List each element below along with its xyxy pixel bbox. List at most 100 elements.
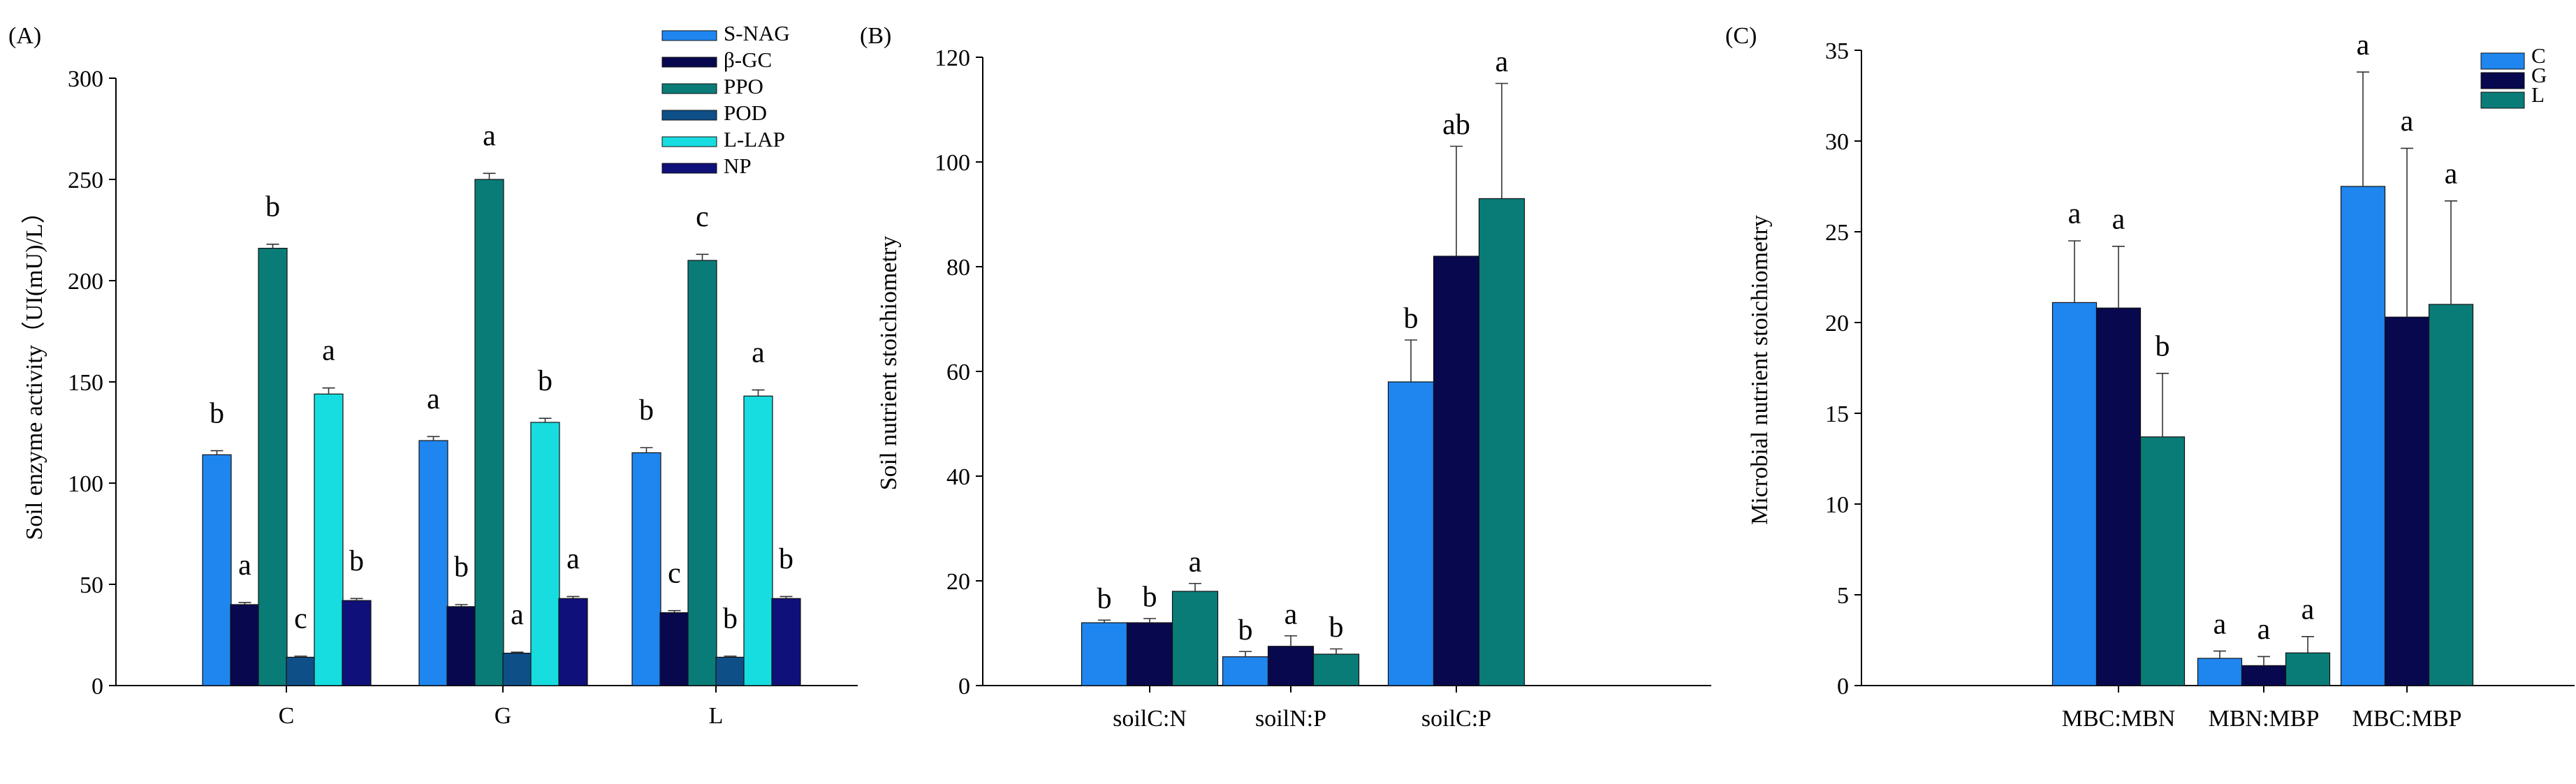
bar-g	[2384, 316, 2430, 686]
bar-snag	[418, 440, 448, 686]
y-tick-label: 200	[68, 269, 103, 295]
y-tick-label: 20	[1825, 311, 1849, 336]
x-tick-label: soilN:P	[1255, 706, 1326, 732]
legend-swatch	[2480, 72, 2525, 89]
significance-letter: b	[349, 545, 364, 577]
significance-letter: b	[1143, 582, 1157, 614]
legend-swatch	[661, 57, 717, 68]
bar-l	[1478, 198, 1525, 686]
legend-label: POD	[724, 101, 767, 125]
bar-l	[1312, 653, 1360, 686]
y-tick-label: 100	[935, 150, 970, 176]
significance-letter: a	[427, 383, 440, 415]
y-tick-label: 0	[958, 674, 970, 700]
y-tick-label: 120	[935, 45, 970, 71]
bar-gc	[659, 612, 689, 686]
significance-letter: b	[538, 365, 552, 397]
bar-l	[2428, 304, 2474, 686]
bar-np	[558, 598, 588, 686]
panel-b-label: (B)	[860, 23, 891, 49]
legend-swatch	[661, 136, 717, 147]
significance-letter: a	[2112, 204, 2125, 236]
significance-letter: b	[723, 603, 738, 635]
bar-llap	[530, 422, 560, 686]
bar-ppo	[474, 179, 504, 686]
significance-letter: a	[752, 336, 765, 369]
y-tick-label: 5	[1837, 583, 1849, 609]
legend-label: NP	[724, 154, 752, 178]
x-tick-label: MBC:MBN	[2062, 706, 2176, 732]
bar-c	[2197, 658, 2243, 686]
significance-letter: a	[238, 549, 251, 582]
significance-letter: a	[1189, 546, 1202, 578]
bar-g	[1433, 256, 1480, 686]
x-tick-label: G	[495, 703, 512, 729]
significance-letter: c	[668, 557, 681, 589]
panel-c-ylabel: Microbial nutrient stoichiometry	[1747, 215, 1773, 525]
legend-swatch	[661, 110, 717, 121]
y-tick-label: 80	[946, 255, 970, 281]
panel-b-ylabel: Soil nutrient stoichiometry	[876, 236, 902, 491]
significance-letter: a	[2257, 614, 2271, 646]
panel-b-chart: (B) Soil nutrient stoichiometry 0 20 40 60 8…	[860, 23, 1711, 732]
bar-llap	[314, 393, 344, 686]
significance-letter: b	[1404, 303, 1419, 335]
x-tick-label: L	[709, 703, 724, 729]
bar-g	[1126, 622, 1173, 686]
bar-ppo	[687, 260, 717, 686]
bar-l	[2285, 652, 2331, 686]
legend-swatch	[661, 83, 717, 94]
bar-snag	[631, 452, 661, 686]
legend-swatch	[661, 30, 717, 41]
significance-letter: a	[566, 543, 580, 575]
legend-label: S-NAG	[724, 21, 790, 45]
significance-letter: a	[483, 120, 496, 152]
bar-llap	[743, 395, 773, 686]
x-tick-label: soilC:N	[1113, 706, 1187, 732]
panel-c-label: (C)	[1725, 23, 1757, 49]
y-tick-label: 150	[68, 370, 103, 396]
bar-c	[1387, 381, 1435, 686]
bar-c	[1081, 622, 1128, 686]
y-tick-label: 60	[946, 360, 970, 385]
bar-snag	[202, 454, 232, 686]
y-tick-label: 25	[1825, 220, 1849, 246]
significance-letter: a	[1285, 598, 1298, 630]
legend-swatch	[661, 163, 717, 174]
significance-letter: c	[294, 603, 307, 635]
legend-label: L-LAP	[724, 127, 785, 151]
legend-swatch	[2480, 91, 2525, 109]
significance-letter: b	[210, 397, 224, 429]
significance-letter: b	[1238, 614, 1253, 646]
y-tick-label: 100	[68, 471, 103, 497]
legend-label: β-GC	[724, 47, 772, 72]
y-tick-label: 0	[1837, 674, 1849, 700]
significance-letter: c	[696, 201, 709, 233]
legend-label: L	[2531, 82, 2545, 107]
y-tick-label: 300	[68, 66, 103, 92]
significance-letter: a	[2357, 29, 2370, 61]
legend-label: G	[2531, 63, 2547, 87]
y-tick-label: 50	[80, 572, 103, 598]
significance-letter: a	[2445, 158, 2458, 191]
significance-letter: a	[1495, 46, 1509, 78]
legend-swatch	[2480, 52, 2525, 70]
significance-letter: b	[1097, 583, 1112, 615]
bar-l	[2139, 436, 2186, 686]
y-tick-label: 0	[92, 674, 103, 700]
significance-letter: b	[454, 552, 469, 584]
y-tick-label: 20	[946, 569, 970, 595]
significance-letter: a	[2301, 594, 2315, 626]
bar-g	[1267, 646, 1315, 686]
y-tick-label: 40	[946, 464, 970, 490]
bar-pod	[502, 652, 532, 686]
significance-letter: b	[779, 543, 793, 575]
significance-letter: a	[511, 599, 524, 631]
panel-c-chart: (C) Microbial nutrient stoichiometry 0 5 1…	[1725, 23, 2575, 732]
bar-gc	[230, 604, 260, 686]
y-tick-label: 15	[1825, 401, 1849, 427]
panel-a-ylabel: Soil enzyme activity（UI(mU)/L）	[21, 200, 47, 540]
y-tick-label: 35	[1825, 38, 1849, 64]
significance-letter: b	[1329, 612, 1344, 644]
